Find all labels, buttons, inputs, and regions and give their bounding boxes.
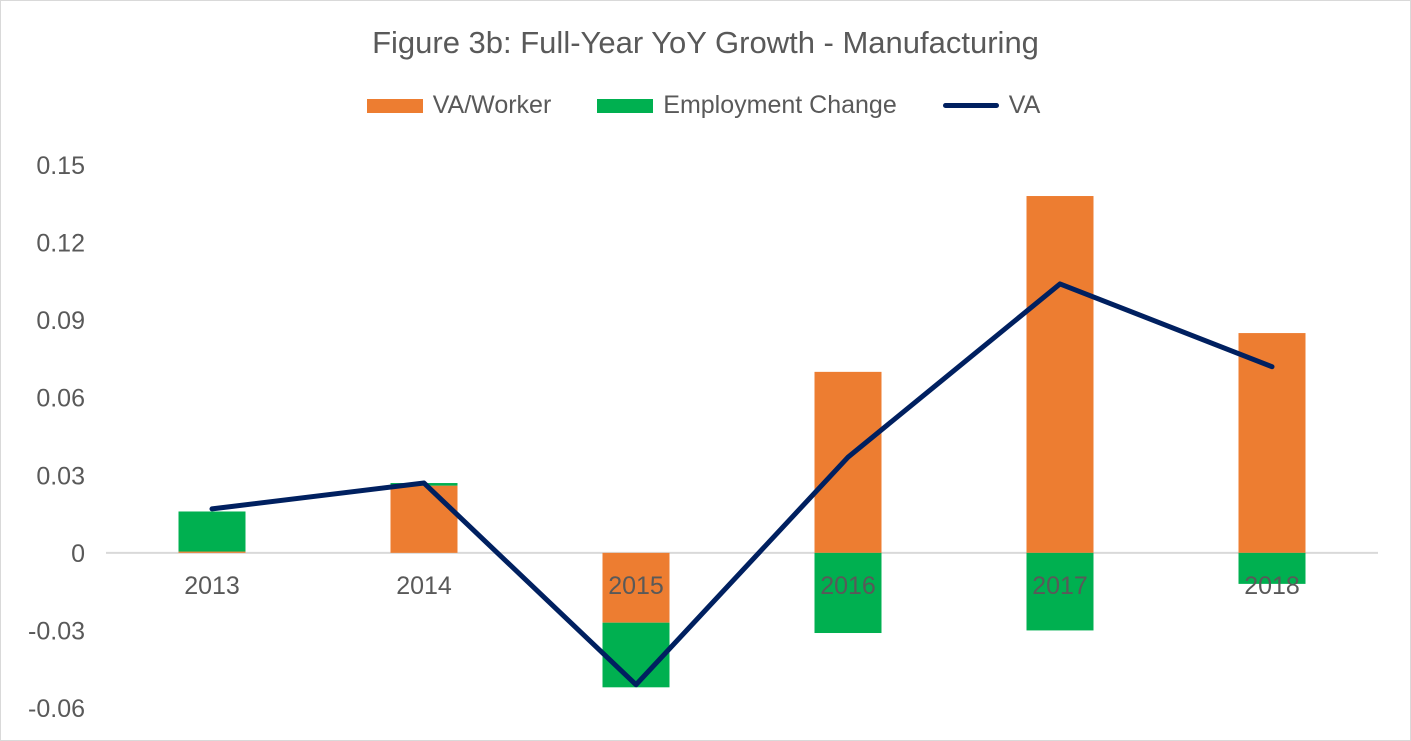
legend-swatch-employment-change xyxy=(597,98,654,113)
bar-employment-change xyxy=(1026,552,1094,631)
bar-va-worker xyxy=(602,552,670,623)
bar-va-worker xyxy=(1238,333,1306,553)
legend-item-employment-change: Employment Change xyxy=(597,91,900,120)
legend-label-va: VA xyxy=(1008,91,1041,119)
y-tick-label: 0 xyxy=(71,540,85,568)
bar-employment-change xyxy=(814,552,882,634)
bar-va-worker xyxy=(814,371,882,553)
legend-label-employment-change: Employment Change xyxy=(663,91,897,119)
bar-va-worker xyxy=(178,551,246,553)
legend-label-va-worker: VA/Worker xyxy=(432,91,552,119)
x-tick-label: 2018 xyxy=(1244,572,1300,600)
y-tick-label: -0.06 xyxy=(28,695,85,723)
y-tick-label: -0.03 xyxy=(28,617,85,645)
y-tick-label: 0.03 xyxy=(36,462,85,490)
bar-employment-change xyxy=(178,511,246,552)
y-tick-label: 0.12 xyxy=(36,230,85,258)
y-tick-label: 0.09 xyxy=(36,307,85,335)
y-tick-label: 0.15 xyxy=(36,152,85,180)
chart-title: Figure 3b: Full-Year YoY Growth - Manufa… xyxy=(372,25,1039,60)
chart-legend: VA/Worker Employment Change VA xyxy=(1,91,1410,120)
x-tick-label: 2016 xyxy=(820,572,876,600)
x-tick-label: 2014 xyxy=(396,572,452,600)
legend-item-va-worker: VA/Worker xyxy=(366,91,556,120)
legend-swatch-va-worker xyxy=(366,98,423,113)
line-va xyxy=(209,281,1275,688)
legend-line-va xyxy=(942,103,999,108)
x-tick-label: 2013 xyxy=(184,572,240,600)
bar-va-worker xyxy=(390,485,458,553)
legend-item-va: VA xyxy=(942,91,1045,120)
y-tick-label: 0.06 xyxy=(36,385,85,413)
x-tick-label: 2017 xyxy=(1032,572,1088,600)
x-tick-label: 2015 xyxy=(608,572,664,600)
bar-employment-change xyxy=(1238,552,1306,584)
bar-employment-change xyxy=(602,622,670,688)
bar-va-worker xyxy=(1026,196,1094,553)
